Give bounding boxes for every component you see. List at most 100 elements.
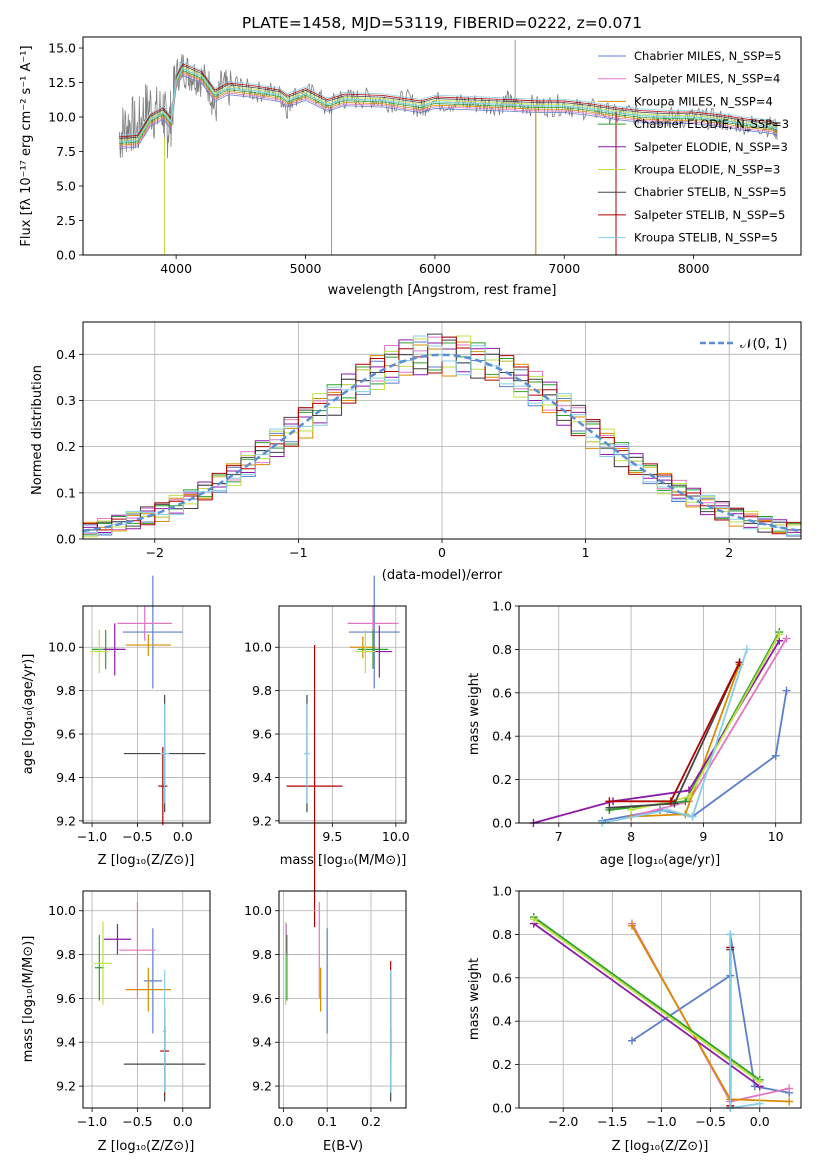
errorbar-point [162, 969, 167, 1093]
x-tick-label: −1.0 [77, 829, 107, 844]
mass-weight-line [533, 918, 761, 1083]
model-spectrum-line [119, 64, 778, 139]
y-tick-label: 9.4 [56, 770, 76, 785]
legend-label: Kroupa ELODIE, N_SSP=3 [634, 163, 780, 177]
errorbar-point [143, 928, 162, 1034]
y-tick-label: 10.0 [48, 640, 76, 655]
y-tick-label: 2.5 [56, 213, 76, 228]
x-tick-label: 7000 [548, 261, 580, 276]
y-tick-label: 0.0 [56, 532, 76, 547]
x-tick-label: −2.0 [548, 1114, 578, 1129]
massZ-xlabel: Z [log₁₀(Z/Z⊙)] [98, 1139, 195, 1154]
y-tick-label: 0.8 [492, 642, 512, 657]
x-tick-label: −1.0 [77, 1114, 107, 1129]
mass-weight-marker [688, 812, 697, 821]
spectrum-ylabel: Flux [fλ 10⁻¹⁷ erg cm⁻² s⁻¹ A⁻¹] [19, 45, 34, 246]
mass-weight-marker [742, 645, 751, 654]
y-tick-label: 0.4 [56, 347, 76, 362]
mass-weight-marker [627, 805, 636, 814]
y-tick-label: 0.2 [492, 1057, 512, 1072]
x-tick-label: 5000 [290, 261, 322, 276]
x-tick-label: 0.0 [750, 1114, 770, 1129]
y-tick-label: 9.8 [252, 947, 272, 962]
ageM-xlabel: mass [log₁₀(M/M⊙)] [280, 853, 407, 868]
mass-weight-marker [663, 805, 672, 814]
x-tick-label: −2 [146, 545, 164, 560]
y-tick-label: 9.4 [56, 1035, 76, 1050]
errorbar-point [103, 623, 126, 676]
y-tick-label: 9.2 [56, 813, 76, 828]
mass-weight-marker [627, 1036, 636, 1045]
legend-label: Salpeter MILES, N_SSP=4 [634, 72, 780, 86]
errorbar-point [90, 629, 109, 674]
errorbar-point [125, 967, 171, 1012]
y-tick-label: 0.0 [492, 816, 512, 831]
x-tick-label: −0.5 [122, 829, 152, 844]
x-tick-label: 10.0 [382, 829, 410, 844]
model-spectrum-line [119, 61, 778, 136]
mass-weight-line [533, 922, 761, 1088]
y-tick-label: 9.8 [56, 947, 76, 962]
x-tick-label: 8 [627, 829, 635, 844]
x-tick-label: 8000 [678, 261, 710, 276]
errorbar-point [93, 921, 113, 1005]
errorbar-point [94, 934, 104, 1001]
x-tick-label: −0.5 [122, 1114, 152, 1129]
errorbar-point [158, 747, 168, 826]
x-tick-label: 7 [555, 829, 563, 844]
y-tick-label: 10.0 [48, 110, 76, 125]
errorbar-point [117, 606, 172, 641]
y-tick-label: 9.8 [56, 683, 76, 698]
y-tick-label: 9.6 [56, 727, 76, 742]
ageZ-ylabel: age [log₁₀(age/yr)] [21, 654, 36, 775]
errorbar-point [119, 901, 156, 999]
x-tick-label: 0.1 [317, 1114, 337, 1129]
y-tick-label: 0.2 [56, 439, 76, 454]
gauss-legend-label: 𝒩(0, 1) [740, 337, 787, 352]
mass-weight-marker [755, 1077, 764, 1086]
mass-weight-marker [529, 915, 538, 924]
x-tick-label: 0.0 [273, 1114, 293, 1129]
x-tick-label: 6000 [419, 261, 451, 276]
y-tick-label: 5.0 [56, 179, 76, 194]
y-tick-label: 0.3 [56, 393, 76, 408]
mass-weight-marker [726, 930, 735, 939]
errorbar-point [125, 634, 171, 656]
y-tick-label: 1.0 [492, 599, 512, 614]
model-spectrum-line [119, 66, 778, 141]
y-tick-label: 7.5 [56, 144, 76, 159]
legend-label: Chabrier ELODIE, N_SSP=3 [634, 117, 789, 131]
mwZ-xlabel: Z [log₁₀(Z/Z⊙)] [612, 1139, 709, 1154]
x-tick-label: −1 [289, 545, 307, 560]
residuals-legend: 𝒩(0, 1) [700, 337, 787, 352]
y-tick-label: 10.0 [48, 903, 76, 918]
mass-weight-marker [785, 1084, 794, 1093]
mwZ-ylabel: mass weight [467, 958, 482, 1040]
massweight-vs-age-panel: 7 8 9 10 0.0 0.2 0.4 0.6 0.8 1.0 age [log₁₀(age/y… [467, 599, 802, 868]
mass-weight-line [533, 916, 761, 1081]
massweight-vs-Z-panel: −2.0 −1.5 −1.0 −0.5 0.0 0.0 0.2 0.4 0.6 0.8 1.0 Z … [467, 884, 802, 1154]
spectrum-panel: PLATE=1458, MJD=53119, FIBERID=0222, z=0… [19, 14, 802, 298]
mass-weight-marker [782, 686, 791, 695]
y-tick-label: 9.4 [252, 1035, 272, 1050]
age-vs-mass-panel: 9.5 10.0 9.2 9.4 9.6 9.8 10.0 mass [log₁₀(M/M⊙… [244, 575, 410, 928]
y-tick-label: 10.0 [244, 640, 272, 655]
legend-label: Kroupa MILES, N_SSP=4 [634, 94, 773, 108]
errorbar-point [160, 703, 170, 804]
residual-histogram-line [83, 335, 801, 536]
y-tick-label: 9.8 [252, 683, 272, 698]
y-tick-label: 0.0 [492, 1101, 512, 1116]
legend-label: Salpeter STELIB, N_SSP=5 [634, 208, 785, 222]
x-tick-label: 4000 [160, 261, 192, 276]
y-tick-label: 0.0 [56, 248, 76, 263]
y-tick-label: 9.6 [252, 991, 272, 1006]
y-tick-label: 0.6 [492, 970, 512, 985]
legend-label: Chabrier MILES, N_SSP=5 [634, 49, 781, 63]
y-tick-label: 1.0 [492, 884, 512, 899]
x-tick-label: −0.5 [695, 1114, 725, 1129]
massZ-ylabel: mass [log₁₀(M/M⊙)] [21, 936, 36, 1063]
x-tick-label: −1.5 [597, 1114, 627, 1129]
y-tick-label: 0.1 [56, 485, 76, 500]
model-spectrum-line [119, 63, 778, 138]
